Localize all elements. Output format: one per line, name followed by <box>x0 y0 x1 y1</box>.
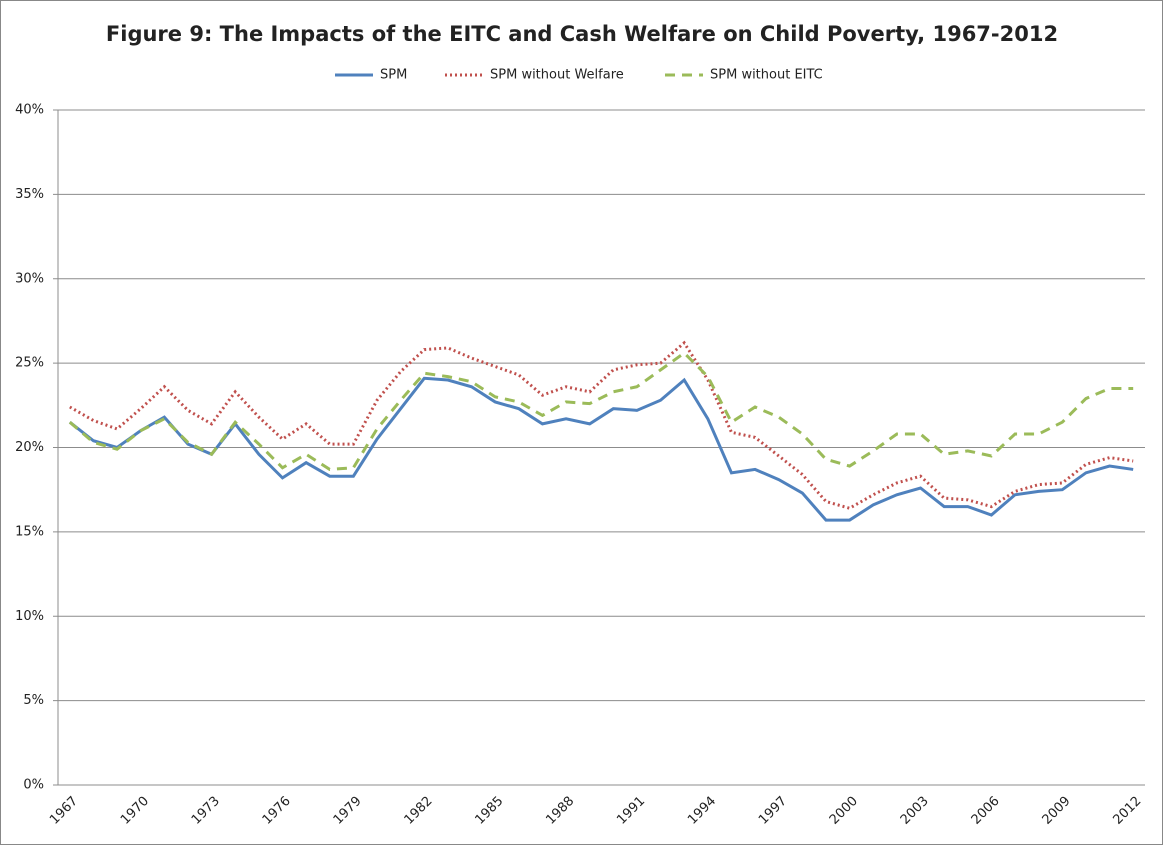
legend-label: SPM <box>380 68 407 83</box>
series-line <box>68 351 1134 471</box>
legend-label: SPM without Welfare <box>490 68 624 83</box>
y-tick-label: 40% <box>15 103 44 118</box>
y-tick-label: 5% <box>23 693 44 708</box>
legend-label: SPM without EITC <box>710 68 823 83</box>
y-tick-label: 30% <box>15 271 44 286</box>
series-line <box>68 376 1134 522</box>
chart-title: Figure 9: The Impacts of the EITC and Ca… <box>106 22 1058 46</box>
y-tick-label: 20% <box>15 440 44 455</box>
y-tick-label: 35% <box>15 187 44 202</box>
series-line <box>69 340 1134 510</box>
y-tick-label: 10% <box>15 609 44 624</box>
y-tick-label: 25% <box>15 356 44 371</box>
y-tick-label: 15% <box>15 524 44 539</box>
y-tick-label: 0% <box>23 778 44 793</box>
